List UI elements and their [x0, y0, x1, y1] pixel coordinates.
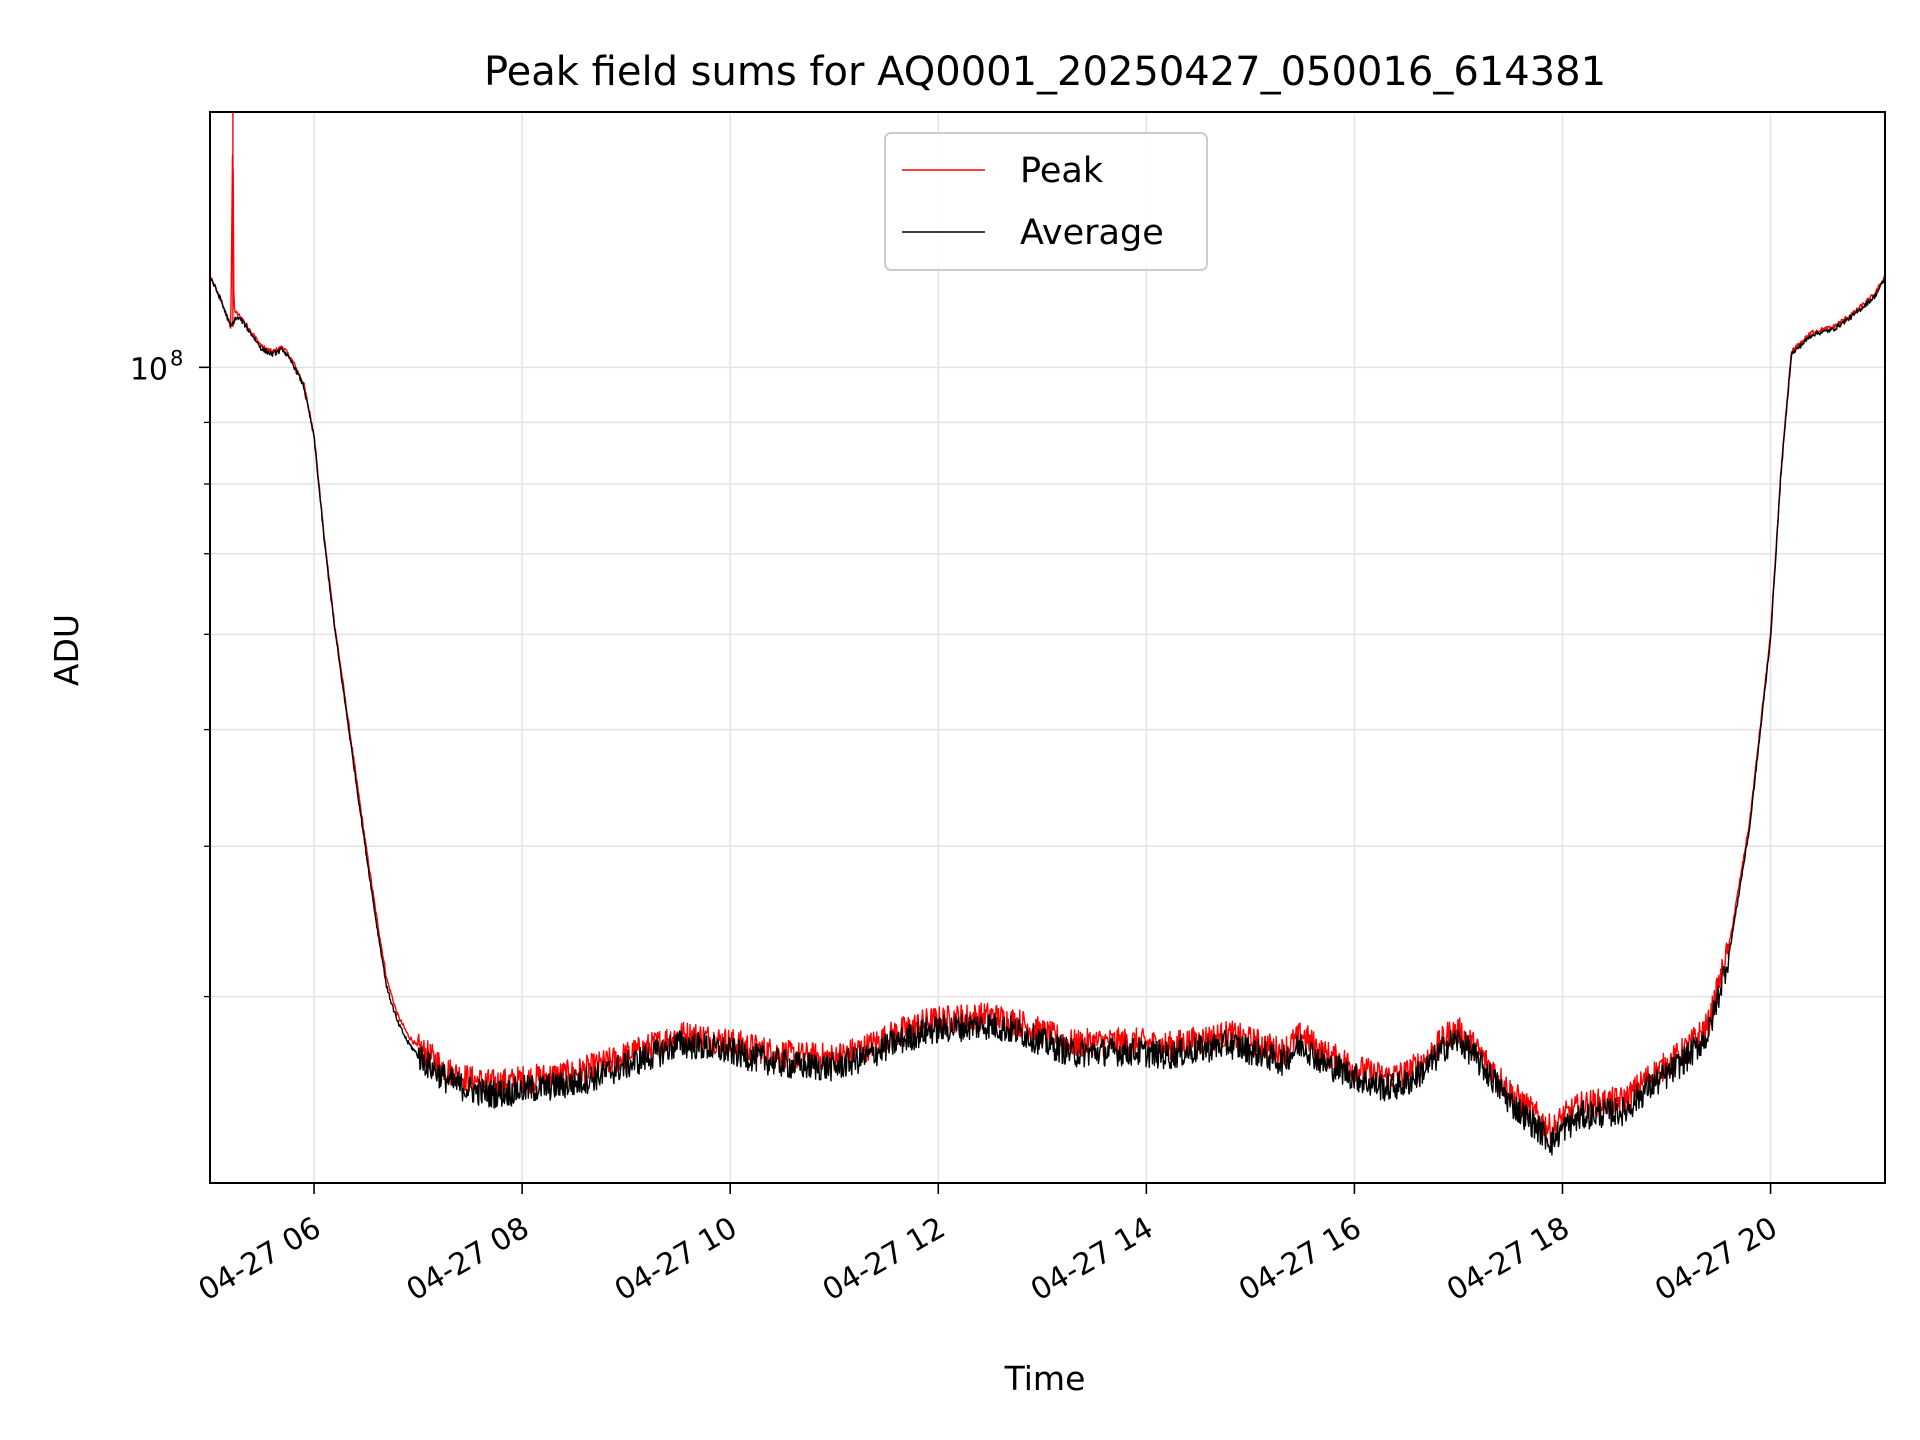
series-line-average [209, 277, 1886, 1156]
x-axis-label: Time [1004, 1359, 1086, 1398]
y-tick-label-exponent: 8 [170, 346, 183, 370]
y-tick-label: 10 [130, 352, 168, 387]
plot-frame [209, 111, 1886, 1184]
y-tick-label-base: 10 [130, 352, 168, 387]
y-axis-label: ADU [47, 614, 86, 686]
legend-frame [884, 132, 1208, 271]
legend-label-average: Average [1020, 213, 1164, 253]
legend: Peak Average [884, 132, 1208, 271]
legend-label-peak: Peak [1020, 151, 1104, 191]
grid [210, 112, 1885, 1183]
plot-series [209, 112, 1886, 1156]
chart-title: Peak field sums for AQ0001_20250427_0500… [484, 49, 1606, 95]
